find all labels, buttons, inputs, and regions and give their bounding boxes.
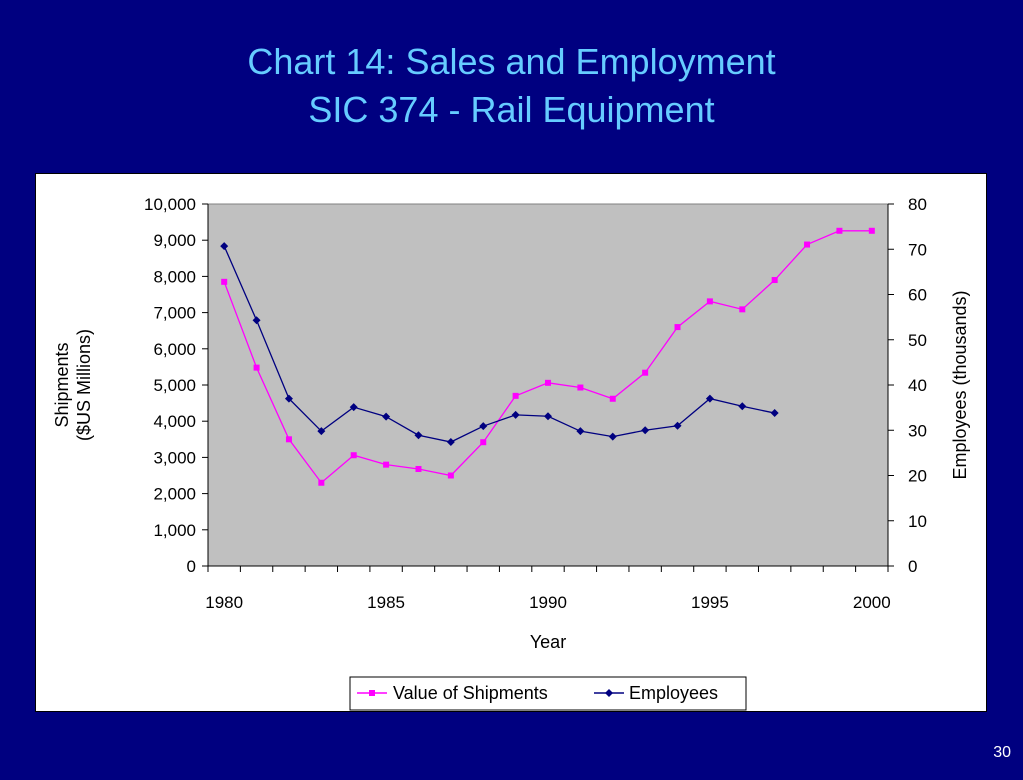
- y-right-tick-label: 20: [908, 467, 927, 486]
- employees-point: [414, 431, 423, 440]
- y-right-tick-label: 70: [908, 240, 927, 259]
- shipments-point: [221, 278, 228, 285]
- y-right-tick-label: 10: [908, 512, 927, 531]
- y-axis-right-label: Employees (thousands): [950, 290, 970, 479]
- legend-shipments-label: Value of Shipments: [393, 683, 548, 703]
- y-left-tick-label: 3,000: [153, 448, 196, 467]
- x-tick-label: 1995: [691, 593, 729, 612]
- employees-point: [284, 394, 293, 403]
- shipments-point: [804, 241, 811, 248]
- employees-point: [738, 402, 747, 411]
- shipments-point: [739, 306, 746, 313]
- employees-point: [220, 242, 229, 251]
- legend-employees-label: Employees: [629, 683, 718, 703]
- y-left-tick-label: 2,000: [153, 485, 196, 504]
- employees-point: [544, 412, 552, 421]
- y-left-tick-label: 1,000: [153, 521, 196, 540]
- y-left-tick-label: 7,000: [153, 304, 196, 323]
- employees-point: [608, 432, 617, 441]
- shipments-point: [512, 392, 519, 399]
- series-line-employees: [223, 245, 775, 443]
- x-axis-label: Year: [530, 632, 566, 652]
- shipments-point: [577, 384, 584, 391]
- shipments-point: [415, 465, 422, 472]
- x-tick-label: 1985: [367, 593, 405, 612]
- slide-title: Chart 14: Sales and Employment SIC 374 -…: [0, 38, 1023, 134]
- employees-point: [382, 412, 391, 421]
- shipments-point: [480, 439, 487, 446]
- employees-point: [317, 427, 326, 436]
- y-left-tick-label: 5,000: [153, 376, 196, 395]
- employees-point: [770, 409, 779, 418]
- sales-employment-chart: 0 1,000 2,000 3,000 4,000 5,000 6,000 7,000 8,00…: [52, 195, 970, 711]
- y-right-tick-label: 80: [908, 195, 927, 214]
- x-tick-label: 1990: [529, 593, 567, 612]
- shipments-point: [706, 298, 713, 305]
- shipments-point: [350, 452, 357, 459]
- shipments-point: [285, 436, 292, 443]
- shipments-point: [642, 369, 649, 376]
- legend: Value of Shipments Employees: [349, 676, 747, 711]
- y-left-tick-label: 6,000: [153, 340, 196, 359]
- employees-point: [479, 422, 488, 431]
- x-tick-label: 2000: [853, 593, 891, 612]
- y-left-tick-label: 8,000: [153, 267, 196, 286]
- chart-container: 0 1,000 2,000 3,000 4,000 5,000 6,000 7,000 8,00…: [35, 173, 987, 712]
- slide-title-line-1: Chart 14: Sales and Employment: [247, 41, 776, 82]
- y-left-tick-label: 4,000: [153, 412, 196, 431]
- employees-point: [705, 394, 714, 403]
- x-tick-label: 1980: [205, 593, 243, 612]
- y-right-tick-label: 50: [908, 331, 927, 350]
- shipments-point: [771, 277, 778, 284]
- y-left-tick-label: 0: [187, 557, 196, 576]
- employees-point: [446, 438, 455, 447]
- employees-point: [673, 421, 682, 430]
- y-right-tick-label: 0: [908, 557, 917, 576]
- legend-shipments-marker: [369, 690, 375, 696]
- y-right-tick-label: 30: [908, 421, 927, 440]
- y-left-tick-label: 10,000: [144, 195, 196, 214]
- shipments-point: [383, 461, 390, 468]
- page-number: 30: [993, 744, 1011, 761]
- employees-point: [576, 427, 585, 436]
- shipments-point: [868, 227, 875, 234]
- shipments-point: [674, 324, 681, 331]
- y-axis-left-label-line-2: ($US Millions): [74, 329, 94, 441]
- employees-point: [252, 316, 261, 325]
- shipments-point: [318, 479, 325, 486]
- y-right-tick-label: 40: [908, 376, 927, 395]
- y-left-tick-label: 9,000: [153, 231, 196, 250]
- employees-point: [641, 426, 650, 435]
- employees-point: [349, 403, 358, 412]
- legend-box: [349, 676, 747, 711]
- shipments-point: [545, 379, 551, 386]
- shipments-point: [253, 364, 260, 371]
- slide-title-line-2: SIC 374 - Rail Equipment: [308, 89, 715, 130]
- shipments-point: [836, 227, 843, 234]
- legend-employees-marker: [605, 689, 613, 697]
- y-right-tick-label: 60: [908, 286, 927, 305]
- shipments-point: [447, 472, 454, 479]
- shipments-point: [609, 395, 616, 402]
- y-axis-left-label-line-1: Shipments: [52, 342, 72, 427]
